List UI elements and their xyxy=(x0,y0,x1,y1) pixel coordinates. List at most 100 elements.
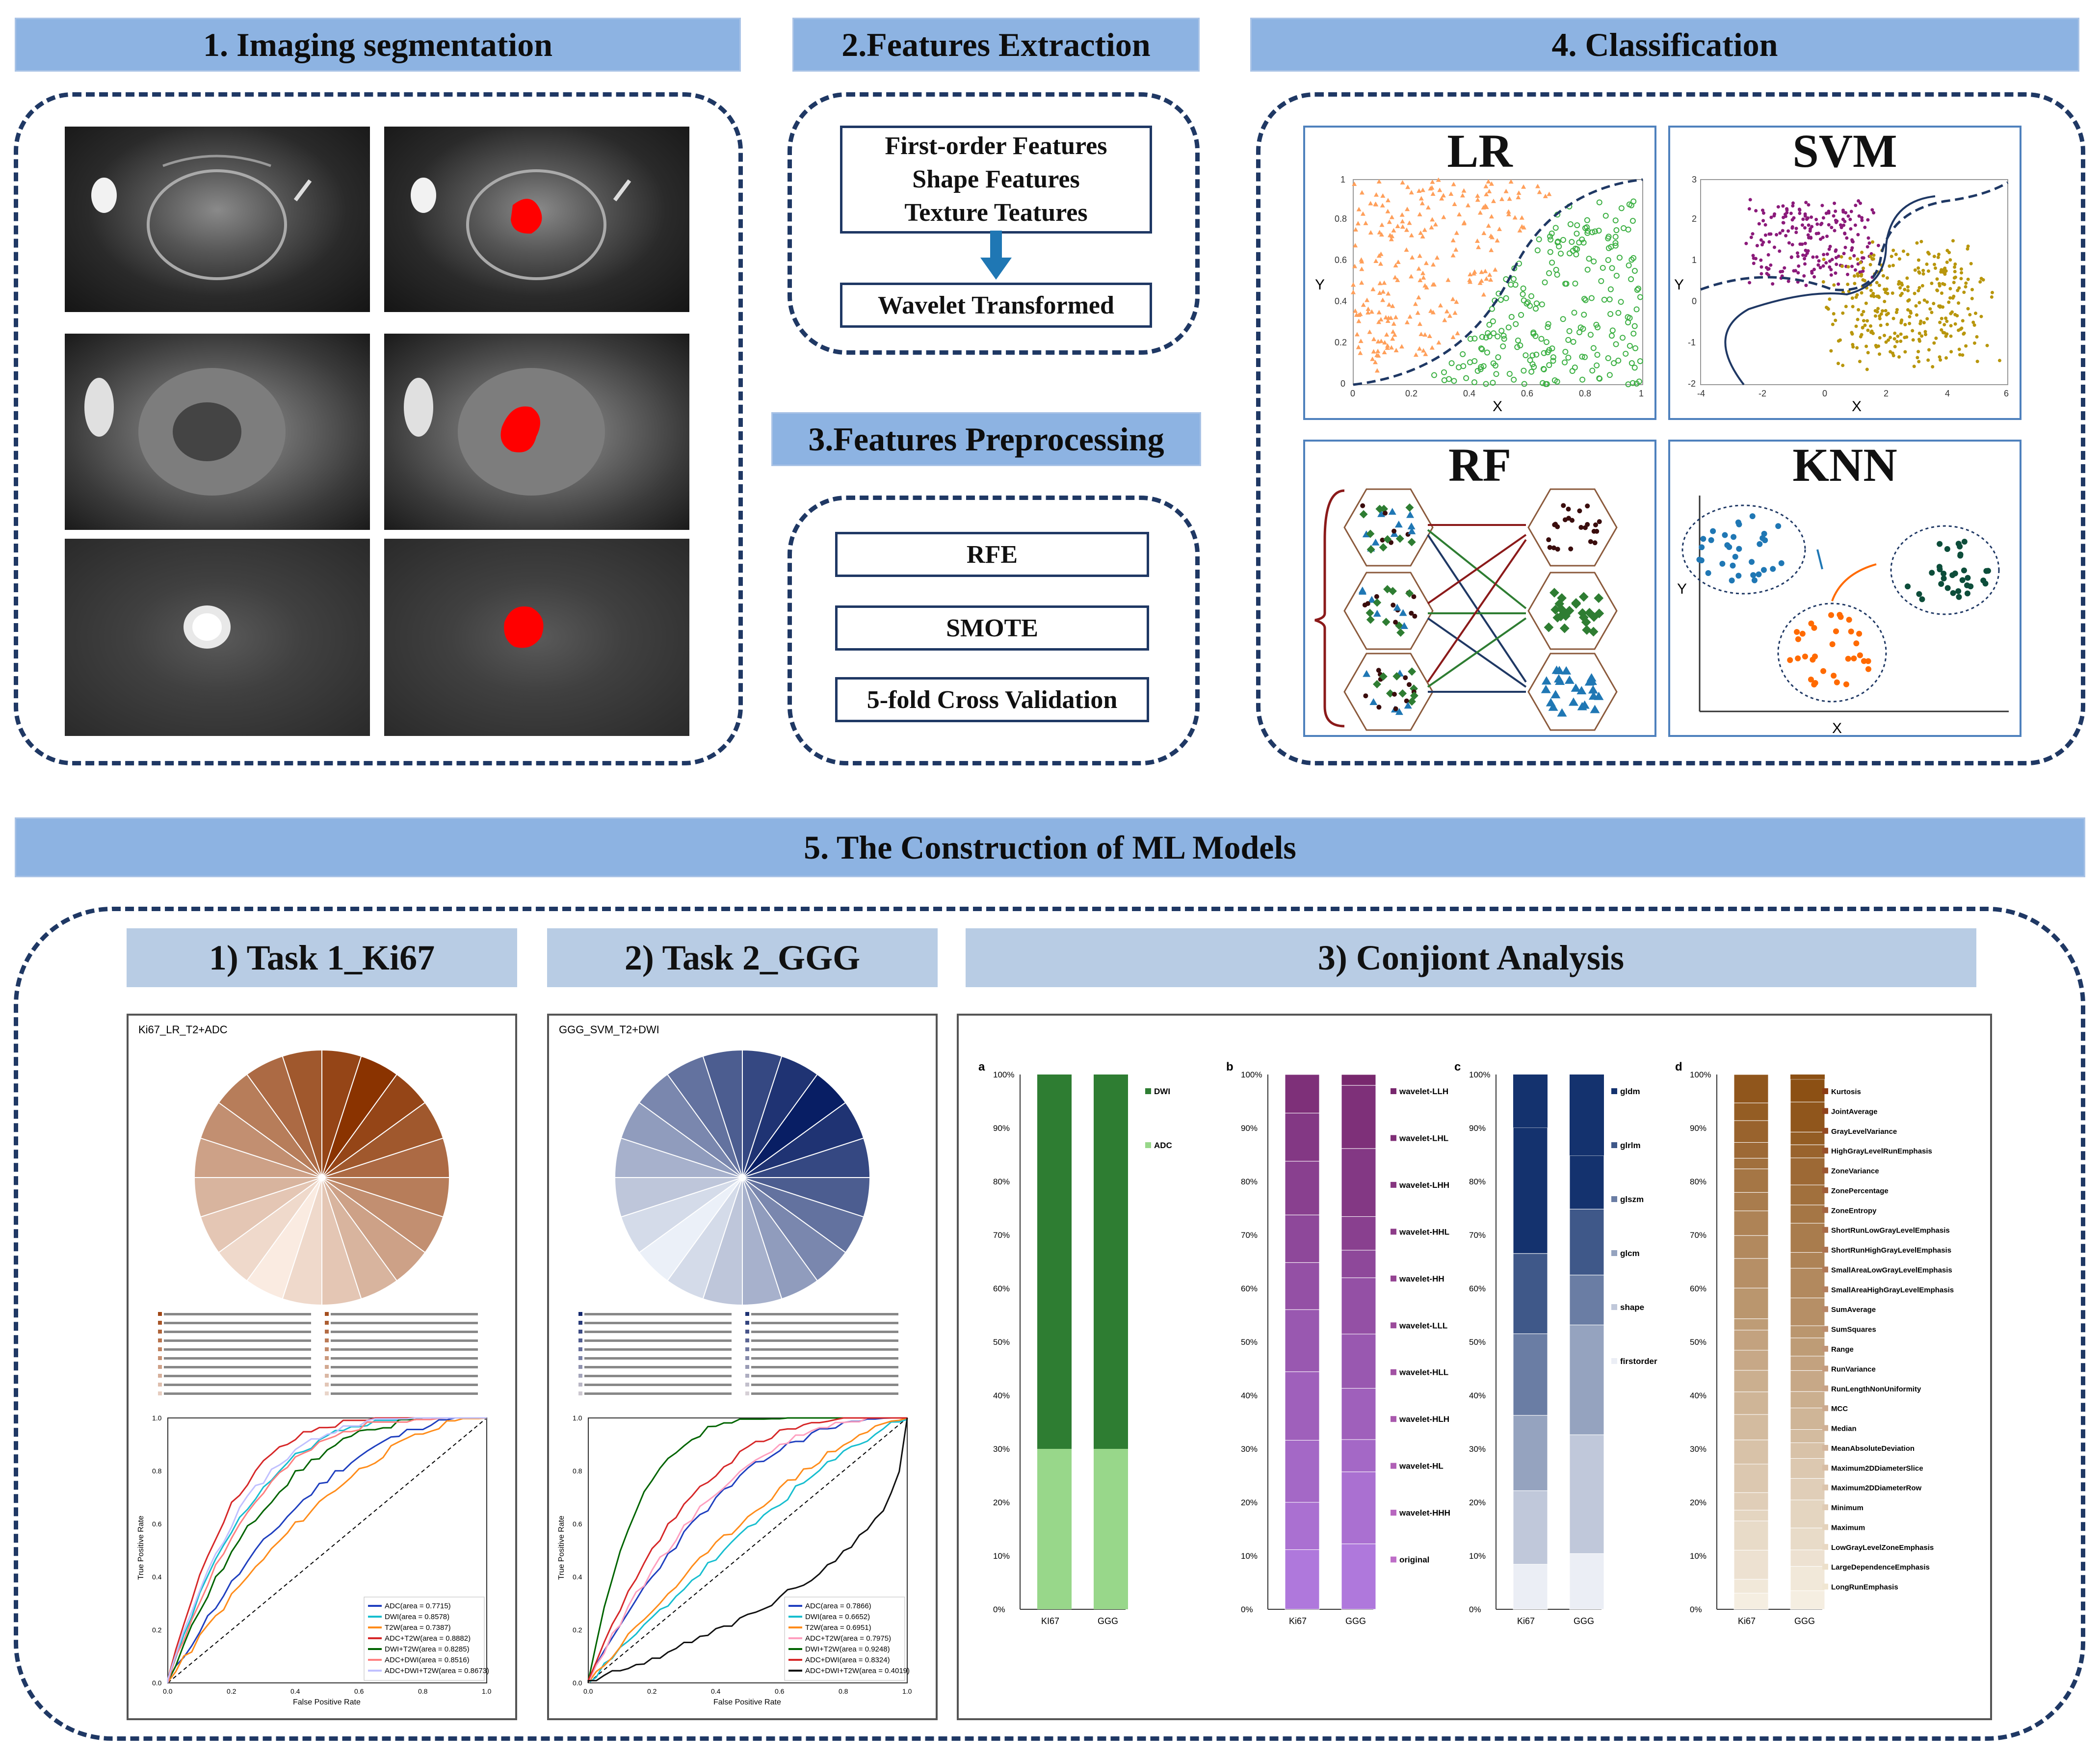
svm-point-class-b xyxy=(1978,280,1982,284)
conjoint-bar-segment xyxy=(1790,1079,1825,1102)
feature-first-order: First-order Features xyxy=(885,132,1107,160)
pie-legend-entry xyxy=(751,1392,898,1395)
lr-ylabel: Y xyxy=(1315,277,1325,293)
lr-point-class-b xyxy=(1486,321,1493,328)
conjoint-bar-segment xyxy=(1733,1370,1769,1392)
pie-legend-entry xyxy=(164,1348,311,1351)
lr-point-class-a xyxy=(1430,282,1436,287)
svm-point-class-b xyxy=(1959,267,1963,271)
svm-point-class-b xyxy=(1951,239,1955,243)
svm-point-class-a xyxy=(1846,214,1850,218)
lr-point-class-a xyxy=(1447,313,1452,318)
lr-point-class-a xyxy=(1367,329,1372,334)
lr-point-class-a xyxy=(1483,268,1488,273)
lr-point-class-a xyxy=(1405,184,1411,189)
conjoint-ytick: 60% xyxy=(1469,1284,1486,1293)
lr-point-class-b xyxy=(1608,333,1615,339)
svm-point-class-b xyxy=(1944,356,1948,360)
svm-point-class-b xyxy=(1906,299,1910,303)
lr-point-class-a xyxy=(1395,277,1400,282)
conjoint-bar-segment xyxy=(1341,1334,1376,1389)
lr-point-class-a xyxy=(1421,275,1426,280)
conjoint-legend-swatch xyxy=(1611,1142,1617,1148)
rf-sample-dot xyxy=(1592,540,1598,546)
conjoint-legend-swatch xyxy=(1391,1322,1396,1329)
rf-sample-dot xyxy=(1551,545,1556,550)
svm-point-class-b xyxy=(1957,286,1961,290)
svm-point-class-a xyxy=(1803,257,1807,261)
knn-point xyxy=(1795,655,1801,661)
conjoint-bar-segment xyxy=(1733,1414,1769,1441)
svm-point-class-b xyxy=(1911,329,1915,333)
rf-sample-diamond xyxy=(1379,672,1388,681)
pie-legend-swatch xyxy=(325,1312,329,1316)
ki67-pie xyxy=(193,1049,450,1306)
conjoint-bar-segment xyxy=(1285,1161,1320,1215)
svm-point-class-a xyxy=(1838,223,1842,227)
svm-point-class-b xyxy=(1964,344,1968,348)
lr-point-class-b xyxy=(1471,379,1477,386)
lr-point-class-a xyxy=(1377,230,1382,235)
conjoint-legend-swatch xyxy=(1822,1564,1828,1570)
roc-ylabel: True Positive Rate xyxy=(557,1516,566,1580)
conjoint-legend-swatch xyxy=(1822,1167,1828,1174)
conjoint-bar-segment xyxy=(1790,1590,1825,1610)
lr-point-class-a xyxy=(1479,269,1484,274)
svm-point-class-b xyxy=(1865,367,1869,371)
svm-panel: SVM X Y -4 -2 0 2 4 6 -2 -1 0 1 2 3 xyxy=(1668,125,2021,420)
rf-sample-triangle xyxy=(1548,702,1558,711)
rf-sample-triangle xyxy=(1590,705,1600,713)
roc-xtick: 0.4 xyxy=(711,1687,721,1695)
lr-point-class-b xyxy=(1552,225,1559,231)
lr-point-class-b xyxy=(1460,351,1466,357)
svm-point-class-a xyxy=(1819,223,1823,227)
conjoint-legend-swatch xyxy=(1822,1266,1828,1273)
svm-point-class-b xyxy=(1877,284,1881,288)
rf-sample-dot xyxy=(1365,601,1370,606)
ki67-figure-title: Ki67_LR_T2+ADC xyxy=(138,1023,228,1036)
rf-sample-dot xyxy=(1588,539,1593,544)
knn-panel: KNN X Y xyxy=(1668,439,2021,737)
wavelet-box: Wavelet Transformed xyxy=(840,283,1152,328)
lr-point-class-a xyxy=(1413,352,1418,357)
rf-bracket xyxy=(1314,489,1345,728)
pie-legend-entry xyxy=(584,1322,732,1324)
rf-sample-triangle xyxy=(1406,511,1415,518)
svm-point-class-a xyxy=(1827,211,1831,215)
knn-point xyxy=(1983,568,1990,574)
lr-point-class-b xyxy=(1626,201,1632,208)
rf-sample-triangle xyxy=(1554,666,1565,675)
lr-point-class-b xyxy=(1563,281,1570,287)
conjoint-legend-swatch xyxy=(1822,1385,1828,1391)
lr-point-class-a xyxy=(1441,214,1446,219)
svm-point-class-b xyxy=(1942,323,1946,327)
conjoint-bar-segment xyxy=(1790,1205,1825,1224)
svm-xtick: 4 xyxy=(1945,389,1950,398)
rf-tree-input xyxy=(1343,488,1434,567)
lr-point-class-a xyxy=(1360,211,1365,216)
svm-point-class-a xyxy=(1862,256,1865,260)
lr-point-class-a xyxy=(1356,207,1362,211)
svm-point-class-b xyxy=(1925,262,1929,266)
lr-point-class-a xyxy=(1420,270,1425,275)
svm-point-class-b xyxy=(1961,353,1965,357)
svm-point-class-b xyxy=(1860,313,1864,316)
svm-point-class-b xyxy=(1825,305,1829,309)
lr-point-class-b xyxy=(1558,250,1564,257)
svm-point-class-a xyxy=(1769,263,1773,267)
svm-point-class-a xyxy=(1803,212,1807,216)
svm-point-class-a xyxy=(1794,227,1798,231)
lr-point-class-b xyxy=(1533,351,1540,358)
rf-sample-dot xyxy=(1403,675,1408,681)
roc-xtick: 0.0 xyxy=(163,1687,173,1695)
svm-point-class-a xyxy=(1818,266,1822,270)
svm-point-class-a xyxy=(1804,254,1808,258)
svm-point-class-a xyxy=(1833,201,1837,205)
svm-point-class-a xyxy=(1801,253,1805,257)
svm-ytick: -1 xyxy=(1688,338,1696,347)
lr-point-class-a xyxy=(1383,315,1389,319)
svm-point-class-a xyxy=(1812,275,1816,279)
knn-point xyxy=(1965,575,1971,581)
lr-point-class-b xyxy=(1551,377,1558,384)
conjoint-bar-segment xyxy=(1733,1120,1769,1143)
